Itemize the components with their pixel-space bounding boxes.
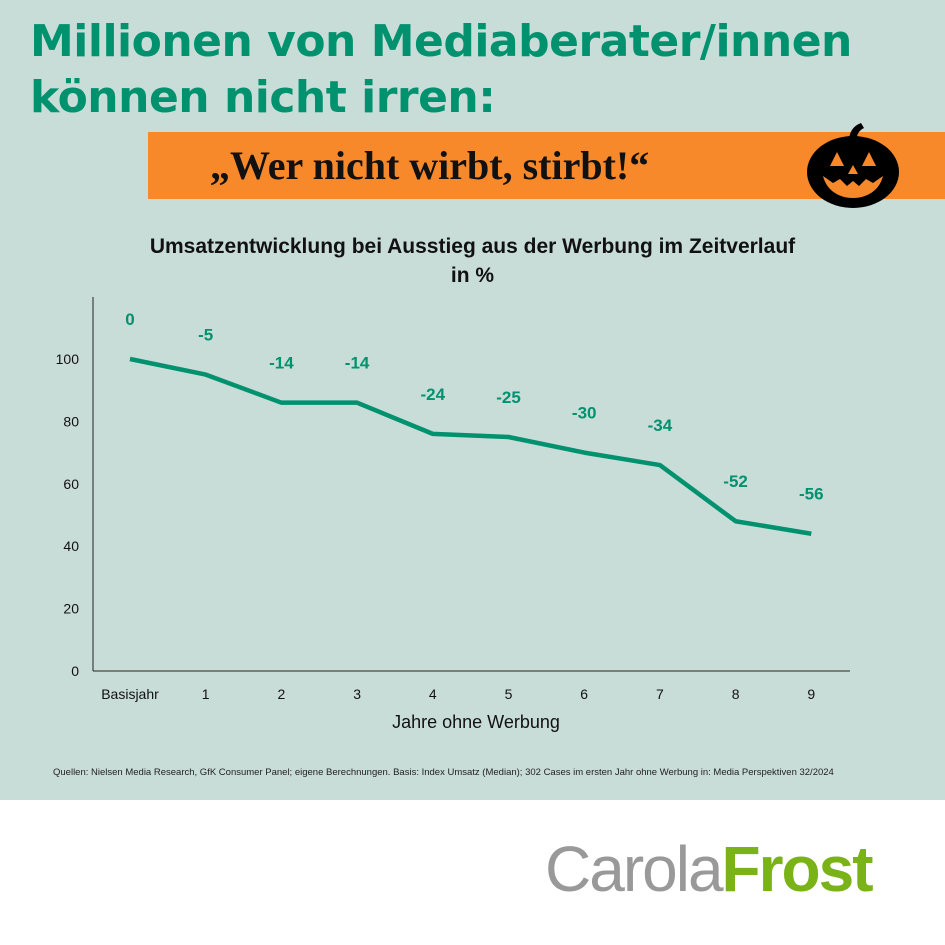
y-tick-label: 60	[63, 476, 79, 492]
data-label: -56	[799, 485, 824, 504]
data-label: 0	[125, 310, 134, 329]
x-tick-label: 2	[278, 686, 286, 702]
source-note: Quellen: Nielsen Media Research, GfK Con…	[53, 767, 834, 778]
title-line-1: Millionen von Mediaberater/innen	[30, 16, 852, 67]
slogan: „Wer nicht wirbt, stirbt!“	[210, 143, 650, 188]
y-tick-label: 0	[71, 663, 79, 679]
data-label: -5	[198, 326, 213, 345]
x-axis-label: Jahre ohne Werbung	[392, 712, 560, 732]
x-tick-label: 4	[429, 686, 437, 702]
logo-frost: Frost	[721, 833, 874, 905]
page-title: Millionen von Mediaberater/innen können n…	[30, 14, 852, 126]
logo: CarolaFrost	[545, 832, 874, 906]
line-chart: 0 20 40 60 80 100 Basisjahr 1 2 3 4 5 6 7 8 9 Jahre ohne…	[56, 297, 850, 732]
x-tick-label: 1	[202, 686, 210, 702]
data-label: -25	[496, 388, 521, 407]
data-label: -34	[648, 416, 673, 435]
y-tick-label: 80	[63, 413, 79, 429]
x-tick-label: Basisjahr	[101, 686, 159, 702]
data-label: -14	[269, 354, 294, 373]
logo-carola: Carola	[545, 833, 724, 905]
title-line-2: können nicht irren:	[30, 72, 496, 123]
chart-title: Umsatzentwicklung bei Ausstieg aus der W…	[0, 232, 945, 290]
x-tick-label: 8	[732, 686, 740, 702]
y-tick-label: 100	[56, 351, 80, 367]
series-line	[129, 356, 812, 536]
chart-title-line: Umsatzentwicklung bei Ausstieg aus der W…	[149, 235, 796, 258]
x-tick-label: 9	[807, 686, 815, 702]
x-tick-label: 3	[353, 686, 361, 702]
data-label: -24	[421, 385, 446, 404]
slogan-banner: „Wer nicht wirbt, stirbt!“	[148, 123, 945, 208]
pumpkin-icon	[807, 123, 899, 208]
data-label: -14	[345, 354, 370, 373]
y-tick-label: 20	[63, 601, 79, 617]
x-tick-label: 5	[505, 686, 513, 702]
data-label: -30	[572, 404, 597, 423]
x-tick-label: 6	[580, 686, 588, 702]
x-tick-label: 7	[656, 686, 664, 702]
data-label: -52	[723, 472, 748, 491]
chart-subtitle: in %	[450, 264, 495, 287]
y-tick-label: 40	[63, 538, 79, 554]
